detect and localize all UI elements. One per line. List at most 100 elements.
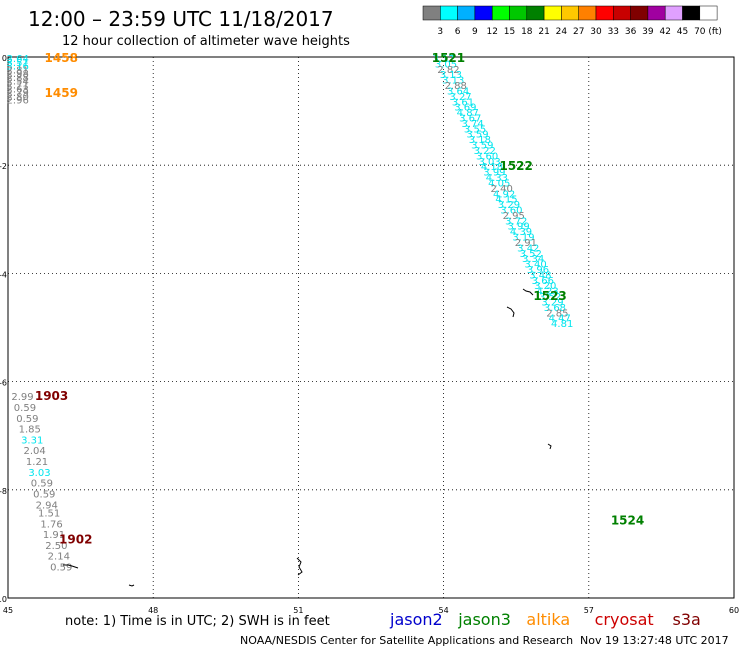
wave-height-value: 3.96 bbox=[527, 265, 549, 276]
wave-height-value: 3.74 bbox=[462, 119, 484, 130]
wave-height-value: 3.59 bbox=[466, 130, 488, 141]
wave-height-value: 2.95 bbox=[503, 211, 525, 222]
wave-height-value: 3.03 bbox=[28, 468, 50, 479]
wave-height-value: 3.20 bbox=[534, 281, 556, 292]
wave-height-value: 2.81 bbox=[7, 65, 29, 76]
coastline-path bbox=[522, 288, 534, 296]
y-tick-label: -4 bbox=[0, 270, 7, 279]
wave-height-value: 3.55 bbox=[464, 124, 486, 135]
y-tick-label: -2 bbox=[0, 162, 7, 171]
color-scale-label: 70 bbox=[694, 27, 706, 37]
wave-height-value: 0.59 bbox=[14, 403, 36, 414]
x-tick-label: 54 bbox=[439, 606, 449, 615]
wave-height-value: 3.99 bbox=[507, 222, 529, 233]
track-label: 1903 bbox=[35, 389, 68, 403]
y-tick-label: -6 bbox=[0, 379, 7, 388]
wave-height-value: 2.63 bbox=[7, 84, 29, 95]
wave-height-value: 2.80 bbox=[7, 92, 29, 103]
wave-height-value: 3.67 bbox=[459, 114, 481, 125]
color-swatch bbox=[664, 5, 683, 21]
color-swatch bbox=[647, 5, 666, 21]
wave-height-value: 2.88 bbox=[445, 81, 467, 92]
wave-height-value: 2.85 bbox=[546, 308, 568, 319]
wave-height-value: 3.68 bbox=[544, 303, 566, 314]
wave-height-value: 3.18 bbox=[469, 135, 491, 146]
y-tick-label: -8 bbox=[0, 487, 7, 496]
track-label: 1524 bbox=[611, 514, 644, 528]
plot-frame bbox=[7, 56, 735, 599]
wave-height-value: 3.34 bbox=[522, 254, 544, 265]
wave-height-value: 3.29 bbox=[498, 200, 520, 211]
color-swatch bbox=[491, 5, 510, 21]
color-scale-label: 24 bbox=[556, 27, 568, 37]
coastline-path bbox=[547, 443, 552, 450]
wave-height-value: 0.59 bbox=[50, 563, 72, 574]
wave-height-value: 2.88 bbox=[7, 73, 29, 84]
color-scale-label: 18 bbox=[521, 27, 533, 37]
satellite-label-jason2: jason2 bbox=[389, 610, 443, 629]
wave-height-value: 3.60 bbox=[500, 205, 522, 216]
wave-height-value: 4.18 bbox=[481, 162, 503, 173]
wave-height-value: 4.81 bbox=[551, 319, 573, 330]
wave-height-value: 4.92 bbox=[493, 189, 515, 200]
wave-height-value: 1.76 bbox=[40, 519, 62, 530]
color-swatch bbox=[509, 5, 528, 21]
wave-height-value: 3.27 bbox=[449, 92, 471, 103]
wave-height-value: 2.91 bbox=[515, 238, 537, 249]
wave-height-value: 3.52 bbox=[539, 292, 561, 303]
wave-height-value: 3.17 bbox=[432, 54, 454, 65]
wave-height-value: 1.51 bbox=[38, 508, 60, 519]
track-label: 1458 bbox=[45, 51, 78, 65]
wave-height-value: 3.13 bbox=[442, 76, 464, 87]
wave-height-value: 2.71 bbox=[7, 81, 29, 92]
x-tick-label: 48 bbox=[148, 606, 158, 615]
color-scale-label: 39 bbox=[642, 27, 654, 37]
wave-height-value: 2.98 bbox=[7, 69, 29, 80]
wave-height-value: 0.59 bbox=[33, 490, 55, 501]
color-scale-label: 27 bbox=[573, 27, 584, 37]
color-swatch bbox=[595, 5, 614, 21]
wave-height-value: 3.72 bbox=[505, 216, 527, 227]
color-scale-label: 6 bbox=[455, 27, 461, 37]
footer-note: note: 1) Time is in UTC; 2) SWH is in fe… bbox=[65, 614, 330, 629]
wave-height-value: 0.59 bbox=[31, 479, 53, 490]
color-swatch bbox=[543, 5, 562, 21]
wave-height-value: 3.31 bbox=[21, 435, 43, 446]
color-scale-label: 21 bbox=[538, 27, 549, 37]
chart-title: 12:00 – 23:59 UTC 11/18/2017 bbox=[28, 7, 334, 31]
x-tick-label: 57 bbox=[584, 606, 594, 615]
color-scale-label: 42 bbox=[659, 27, 670, 37]
track-label: 1521 bbox=[432, 51, 465, 65]
y-tick-label: 0 bbox=[2, 54, 7, 63]
color-scale-label: 45 bbox=[677, 27, 688, 37]
x-tick-label: 60 bbox=[729, 606, 739, 615]
track-label: 1459 bbox=[45, 86, 78, 100]
wave-height-value: 2.79 bbox=[7, 88, 29, 99]
color-scale-unit: (ft) bbox=[708, 27, 722, 37]
wave-height-value: 3.99 bbox=[483, 168, 505, 179]
color-scale-label: 30 bbox=[590, 27, 602, 37]
wave-height-value: 4.87 bbox=[457, 108, 479, 119]
wave-height-value: 1.91 bbox=[43, 530, 65, 541]
wave-height-value: 3.64 bbox=[447, 86, 469, 97]
satellite-legend: jason2 jason3 altika cryosat s3a bbox=[389, 610, 701, 629]
color-swatch bbox=[561, 5, 579, 21]
wave-height-value: 3.48 bbox=[529, 270, 551, 281]
satellite-label-jason3: jason3 bbox=[457, 610, 511, 629]
wave-height-value: 2.96 bbox=[7, 96, 29, 107]
color-swatch bbox=[440, 5, 458, 21]
wave-height-value: 2.50 bbox=[45, 541, 67, 552]
color-swatch bbox=[422, 5, 441, 21]
coastline-path bbox=[506, 306, 515, 318]
color-swatch bbox=[457, 5, 476, 21]
color-scale-label: 12 bbox=[486, 27, 497, 37]
wave-height-value: 3.61 bbox=[452, 97, 474, 108]
wave-height-value: 4.23 bbox=[537, 287, 559, 298]
track-label: 1902 bbox=[59, 532, 92, 546]
color-swatch bbox=[526, 5, 545, 21]
wave-height-value: 3.60 bbox=[476, 151, 498, 162]
timestamp-text: Nov 19 13:27:48 UTC 2017 bbox=[580, 634, 729, 647]
coastline-path bbox=[128, 584, 135, 587]
color-swatch bbox=[613, 5, 631, 21]
